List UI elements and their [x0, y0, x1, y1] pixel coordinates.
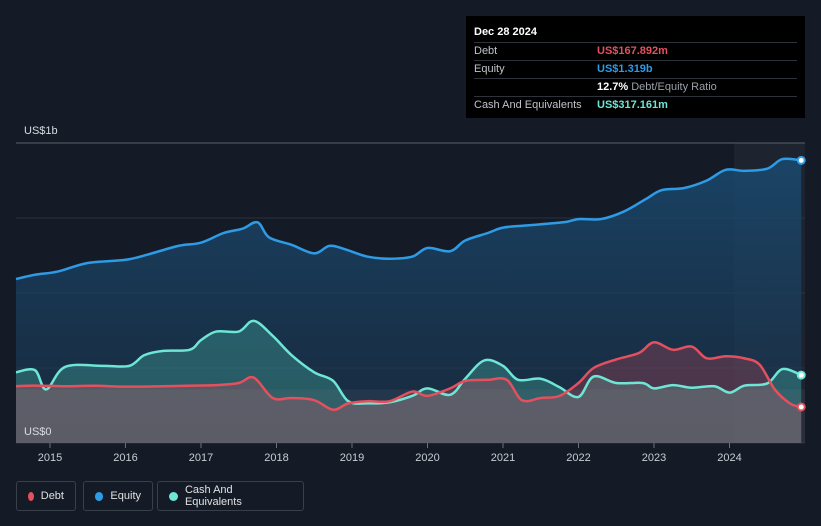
- legend-label: Equity: [110, 490, 141, 502]
- tooltip-row-debt: Debt US$167.892m: [474, 42, 797, 60]
- series-areas: [16, 158, 805, 443]
- data-tooltip: Dec 28 2024 Debt US$167.892m Equity US$1…: [466, 16, 805, 118]
- x-tick-label: 2023: [642, 452, 666, 464]
- tooltip-value-equity: US$1.319b: [597, 63, 653, 75]
- x-tick-label: 2016: [113, 452, 137, 464]
- x-tick-label: 2017: [189, 452, 213, 464]
- y-tick-label: US$0: [24, 426, 52, 438]
- legend-label: Debt: [40, 490, 64, 502]
- x-tick-label: 2024: [717, 452, 741, 464]
- debt-end-point: [796, 402, 806, 412]
- end-markers: [796, 155, 806, 412]
- x-tick-label: 2018: [264, 452, 288, 464]
- tooltip-row-cash: Cash And Equivalents US$317.161m: [474, 96, 797, 114]
- x-tick-label: 2020: [415, 452, 439, 464]
- series-lines: [15, 157, 802, 412]
- tooltip-label: [474, 79, 597, 96]
- equity-line: [15, 157, 802, 281]
- equity-end-point: [796, 155, 806, 165]
- y-axis: US$0 US$1b: [24, 125, 58, 438]
- baseline-wash: [16, 389, 805, 443]
- tooltip-date: Dec 28 2024: [474, 26, 537, 38]
- tooltip-value-debt: US$167.892m: [597, 45, 668, 57]
- cash-and-equivalents-area: [16, 320, 802, 443]
- tooltip-ratio-caption: Debt/Equity Ratio: [631, 81, 717, 93]
- equity-area: [16, 158, 802, 443]
- debt-line: [15, 341, 802, 412]
- cash-and-equivalents-line: [15, 319, 802, 405]
- x-tick-label: 2015: [38, 452, 62, 464]
- tooltip-label: Equity: [474, 63, 505, 75]
- debt-dot-icon: [28, 491, 34, 501]
- tooltip-row-equity: Equity US$1.319b: [474, 60, 797, 78]
- cash-and-equivalents-end-point: [796, 370, 806, 380]
- debt-area: [16, 342, 802, 443]
- tooltip-row-ratio: 12.7% Debt/Equity Ratio: [474, 78, 797, 96]
- y-tick-label: US$1b: [24, 125, 58, 137]
- x-axis: 2015 2016 2017 2018 2019 2020 2021 2022 2023 2024: [38, 443, 742, 464]
- equity-dot-icon: [95, 491, 104, 501]
- x-tick-label: 2022: [566, 452, 590, 464]
- tooltip-value-cash: US$317.161m: [597, 99, 668, 111]
- legend-item-debt[interactable]: Debt: [16, 481, 76, 511]
- tooltip-label: Cash And Equivalents: [474, 99, 582, 111]
- cash-dot-icon: [169, 491, 178, 501]
- legend-item-cash[interactable]: Cash And Equivalents: [157, 481, 304, 511]
- tooltip-label: Debt: [474, 45, 498, 57]
- legend-item-equity[interactable]: Equity: [83, 481, 153, 511]
- x-tick-label: 2021: [491, 452, 515, 464]
- tooltip-value-ratio: 12.7%: [597, 81, 629, 93]
- x-tick-label: 2019: [340, 452, 364, 464]
- legend-label: Cash And Equivalents: [184, 484, 242, 508]
